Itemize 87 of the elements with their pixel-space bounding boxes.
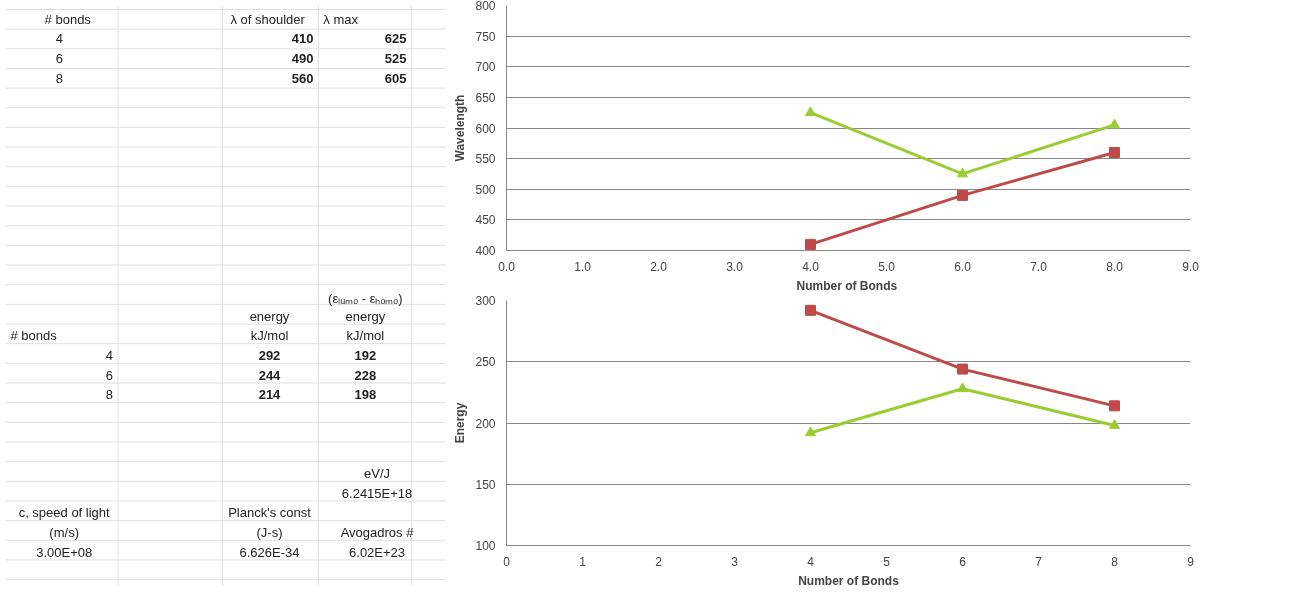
text: 8 <box>55 70 63 86</box>
text: energy <box>345 308 386 324</box>
x-tick-label: 9 <box>1187 554 1195 569</box>
x-tick-label: 5.0 <box>878 259 896 274</box>
x-tick-label: 4.0 <box>802 259 820 274</box>
point <box>1109 147 1120 158</box>
text: 625 <box>384 31 407 47</box>
x-tick-label: 4 <box>807 554 815 569</box>
text: energy <box>249 308 290 324</box>
text: λ of shoulder <box>230 11 306 27</box>
point <box>957 382 968 393</box>
text: 490 <box>291 51 314 67</box>
y-tick-label: 150 <box>475 477 496 492</box>
text: # bonds <box>10 328 58 344</box>
text: Planck's const <box>228 505 312 521</box>
point <box>1109 118 1120 129</box>
x-tick-label: 2.0 <box>650 259 668 274</box>
text: eV/J <box>364 465 391 481</box>
x-tick-label: 9.0 <box>1182 259 1200 274</box>
x-tick-label: 3 <box>731 554 739 569</box>
y-tick-label: 550 <box>475 152 496 167</box>
x-tick-label: 1 <box>579 554 587 569</box>
y-tick-label: 200 <box>475 416 496 431</box>
x-axis-title: Number of Bonds <box>796 278 898 293</box>
text: 192 <box>354 347 377 363</box>
text: kJ/mol <box>346 328 385 344</box>
point <box>1109 419 1120 429</box>
x-axis-title: Number of Bonds <box>798 573 900 588</box>
point <box>957 189 968 201</box>
text: 6.2415E+18 <box>341 485 413 501</box>
x-tick-label: 7.0 <box>1030 259 1048 274</box>
point <box>957 363 968 375</box>
y-tick-label: 400 <box>475 244 496 258</box>
text: 525 <box>384 51 407 67</box>
point <box>805 106 816 117</box>
y-axis-title: Wavelength <box>453 94 468 162</box>
y-tick-label: 700 <box>475 60 496 75</box>
text: 292 <box>258 347 281 363</box>
text: 6.626E-34 <box>239 544 300 560</box>
y-tick-label: 600 <box>475 121 496 136</box>
text: 3.00E+08 <box>36 544 93 560</box>
text: 4 <box>105 347 114 363</box>
point <box>1109 400 1120 412</box>
y-tick-label: 100 <box>475 539 496 553</box>
text: (m/s) <box>49 524 79 540</box>
text: 6 <box>105 367 114 383</box>
text: 6.02E+23 <box>349 544 406 560</box>
y-tick-label: 750 <box>475 29 496 44</box>
point <box>805 426 816 437</box>
text: # bonds <box>44 11 92 27</box>
point <box>805 238 816 250</box>
text: 8 <box>105 387 114 403</box>
x-tick-label: 0 <box>503 554 511 569</box>
y-tick-label: 300 <box>475 294 496 308</box>
x-tick-label: 5 <box>883 554 891 569</box>
x-tick-label: 8 <box>1111 554 1119 569</box>
x-tick-label: 8.0 <box>1106 259 1124 274</box>
x-tick-label: 6 <box>959 554 967 569</box>
text: 560 <box>291 70 314 86</box>
text: Avogadros # <box>340 524 415 540</box>
text: 605 <box>384 70 407 86</box>
x-tick-label: 3.0 <box>726 259 744 274</box>
text: λ max <box>323 11 359 27</box>
text: 228 <box>354 367 377 383</box>
y-tick-label: 250 <box>475 355 496 370</box>
y-axis-title: Energy <box>453 402 468 444</box>
text: 214 <box>258 387 282 403</box>
y-tick-label: 450 <box>475 213 496 228</box>
text: kJ/mol <box>250 328 289 344</box>
text: 4 <box>55 31 63 47</box>
text: 6 <box>55 51 63 67</box>
x-tick-label: 6.0 <box>954 259 972 274</box>
x-tick-label: 0.0 <box>498 259 516 274</box>
x-tick-label: 7 <box>1035 554 1043 569</box>
text: (εₗᵤₘₒ - εₕₒₘₒ) <box>328 290 403 306</box>
text: 410 <box>291 31 314 47</box>
x-tick-label: 1.0 <box>574 259 592 274</box>
y-tick-label: 650 <box>475 90 496 105</box>
y-tick-label: 800 <box>475 0 496 13</box>
text: 244 <box>258 367 282 383</box>
y-tick-label: 500 <box>475 182 496 197</box>
text: c, speed of light <box>18 505 111 521</box>
x-tick-label: 2 <box>655 554 663 569</box>
point <box>805 304 816 316</box>
text: (J-s) <box>256 524 283 540</box>
point <box>957 167 968 178</box>
text: 198 <box>354 387 377 403</box>
